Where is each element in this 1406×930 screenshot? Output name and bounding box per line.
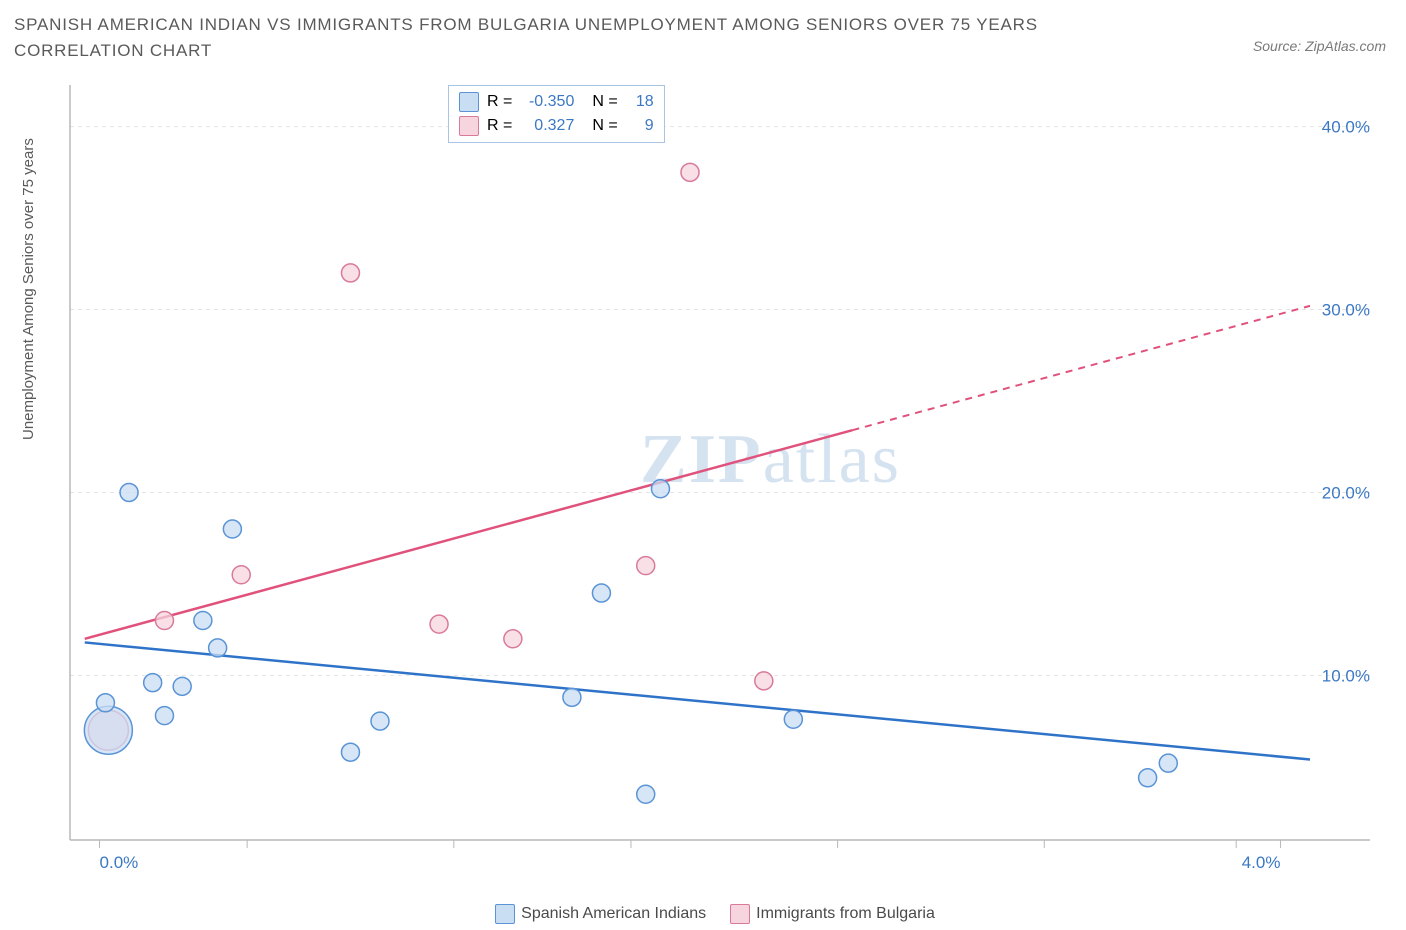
stats-n-value: 18	[626, 90, 654, 114]
stats-n-label: N =	[592, 114, 617, 138]
bottom-legend: Spanish American Indians Immigrants from …	[0, 904, 1406, 924]
stats-swatch	[459, 92, 479, 112]
legend-label: Immigrants from Bulgaria	[756, 905, 935, 922]
svg-text:4.0%: 4.0%	[1242, 853, 1281, 870]
stats-r-value: -0.350	[520, 90, 574, 114]
stats-r-label: R =	[487, 90, 512, 114]
stats-row: R = -0.350 N = 18	[459, 90, 654, 114]
stats-legend-box: R = -0.350 N = 18 R = 0.327 N = 9	[448, 85, 665, 143]
stats-n-label: N =	[592, 90, 617, 114]
svg-text:40.0%: 40.0%	[1322, 118, 1370, 137]
legend-label: Spanish American Indians	[521, 905, 706, 922]
svg-text:10.0%: 10.0%	[1322, 666, 1370, 685]
y-axis-label: Unemployment Among Seniors over 75 years	[20, 138, 37, 440]
chart-title: SPANISH AMERICAN INDIAN VS IMMIGRANTS FR…	[14, 12, 1114, 63]
svg-text:20.0%: 20.0%	[1322, 483, 1370, 502]
legend-swatch	[730, 904, 750, 924]
stats-swatch	[459, 116, 479, 136]
svg-text:0.0%: 0.0%	[100, 853, 139, 870]
stats-r-value: 0.327	[520, 114, 574, 138]
stats-n-value: 9	[626, 114, 654, 138]
source-attribution: Source: ZipAtlas.com	[1253, 38, 1386, 54]
scatter-chart: 0.0% 4.0% 10.0% 20.0% 30.0% 40.0%	[60, 80, 1390, 870]
svg-text:30.0%: 30.0%	[1322, 301, 1370, 320]
stats-r-label: R =	[487, 114, 512, 138]
stats-row: R = 0.327 N = 9	[459, 114, 654, 138]
legend-swatch	[495, 904, 515, 924]
